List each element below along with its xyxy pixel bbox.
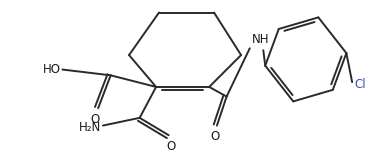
- Text: O: O: [166, 140, 175, 153]
- Text: H₂N: H₂N: [79, 121, 101, 134]
- Text: HO: HO: [43, 63, 61, 76]
- Text: O: O: [211, 130, 220, 143]
- Text: NH: NH: [252, 33, 269, 46]
- Text: O: O: [91, 113, 100, 126]
- Text: Cl: Cl: [354, 78, 366, 91]
